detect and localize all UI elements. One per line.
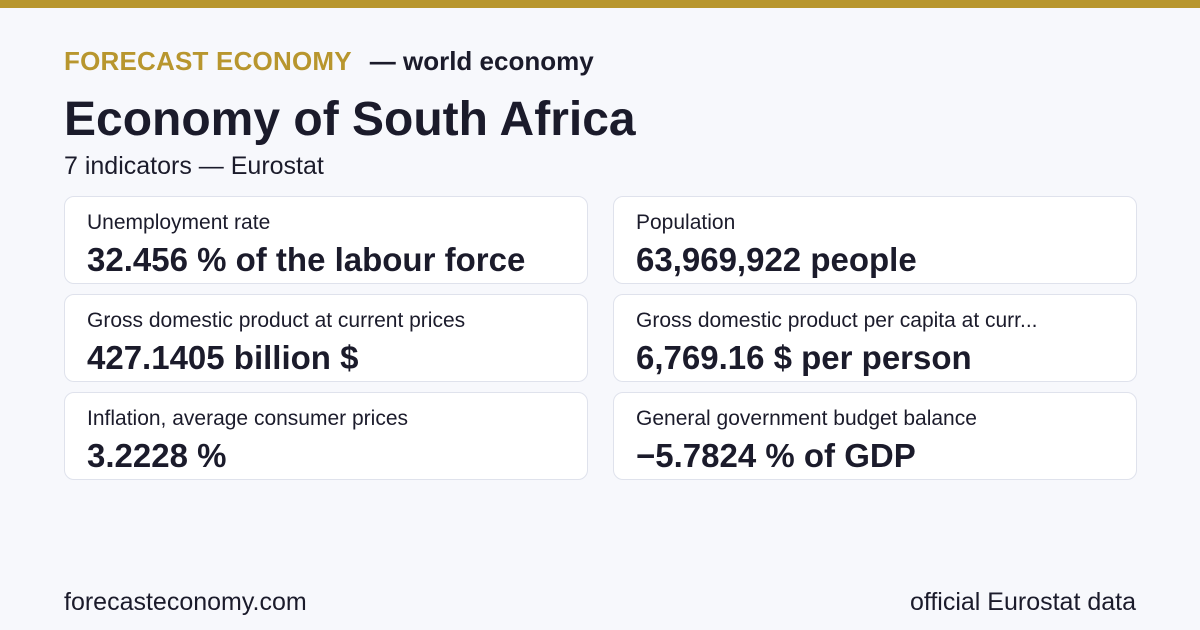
indicator-label: General government budget balance [636,407,977,430]
indicator-card-unemployment: Unemployment rate 32.456 % of the labour… [64,196,588,284]
page-title: Economy of South Africa [64,93,636,146]
indicator-card-inflation: Inflation, average consumer prices 3.222… [64,392,588,480]
indicator-grid: Unemployment rate 32.456 % of the labour… [64,196,1137,480]
indicator-value: 6,769.16 $ per person [636,339,972,376]
brand-name[interactable]: FORECAST ECONOMY [64,45,352,76]
indicator-value: 32.456 % of the labour force [87,241,526,278]
indicator-card-population: Population 63,969,922 people [613,196,1137,284]
indicator-label: Gross domestic product per capita at cur… [636,309,1038,332]
indicator-label: Gross domestic product at current prices [87,309,466,332]
indicator-label: Inflation, average consumer prices [87,407,408,430]
brand-row: FORECAST ECONOMY — world economy [64,44,594,78]
indicator-card-budget-balance: General government budget balance −5.782… [613,392,1137,480]
indicator-value: 427.1405 billion $ [87,339,359,376]
brand-tagline: — world economy [369,45,594,76]
top-accent-bar [0,0,1200,8]
indicator-card-gdp-per-capita: Gross domestic product per capita at cur… [613,294,1137,382]
page-subtitle: 7 indicators — Eurostat [64,152,324,180]
indicator-value: −5.7824 % of GDP [636,437,916,474]
footer-site[interactable]: forecasteconomy.com [64,588,307,616]
footer-source: official Eurostat data [909,588,1136,616]
indicator-value: 3.2228 % [87,437,227,474]
indicator-card-gdp: Gross domestic product at current prices… [64,294,588,382]
indicator-label: Unemployment rate [87,211,271,234]
indicator-label: Population [636,211,736,234]
indicator-value: 63,969,922 people [636,241,917,278]
